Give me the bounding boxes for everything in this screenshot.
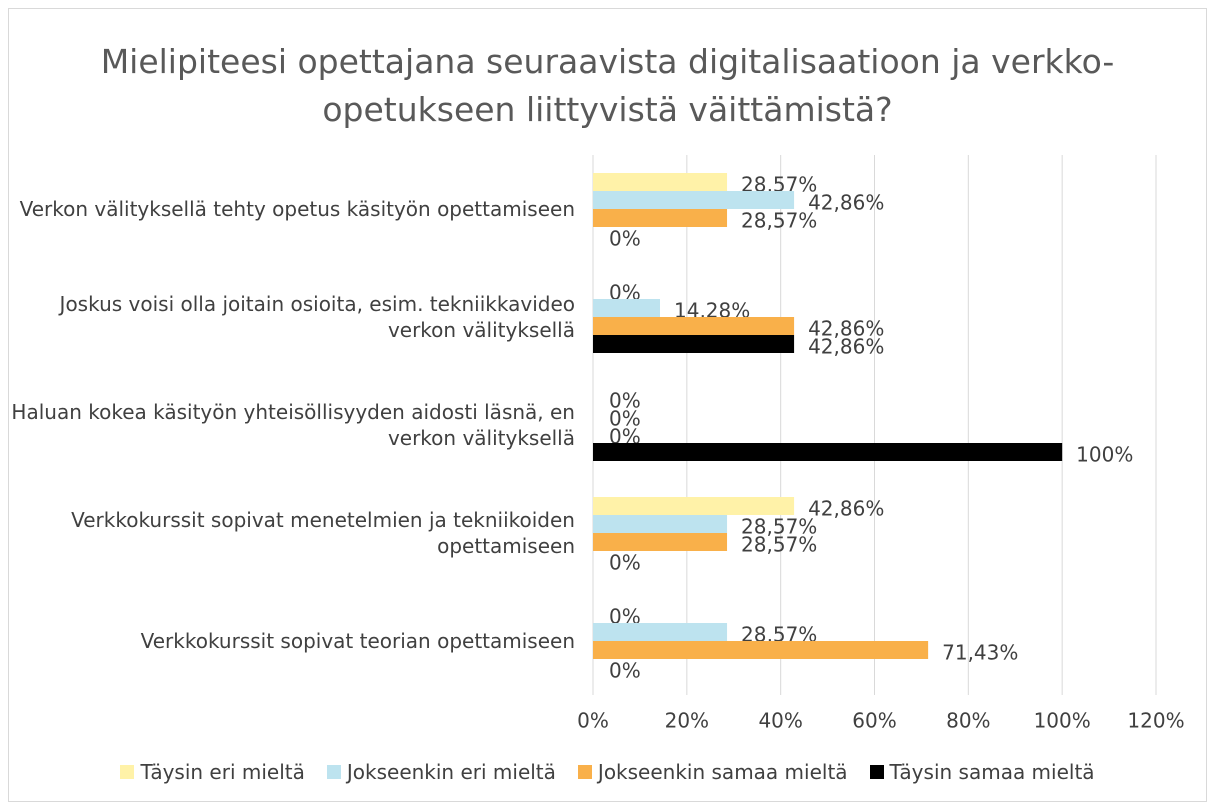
x-tick-label: 0% <box>577 709 609 733</box>
bar <box>593 533 728 551</box>
data-label: 42,86% <box>808 317 884 341</box>
bar <box>593 443 1063 461</box>
x-tick-label: 80% <box>946 709 990 733</box>
bar <box>593 173 728 191</box>
bar <box>593 335 795 353</box>
x-tick-label: 120% <box>1127 709 1184 733</box>
bar <box>593 191 795 209</box>
legend-swatch <box>120 765 135 779</box>
legend-label: Täysin samaa mieltä <box>889 760 1095 784</box>
legend-item: Jokseenkin eri mieltä <box>326 760 556 784</box>
bar <box>593 623 728 641</box>
category-label: Joskus voisi olla joitain osioita, esim.… <box>59 292 575 342</box>
data-label: 42,86% <box>808 191 884 215</box>
data-label: 0% <box>609 551 641 575</box>
data-label: 28,57% <box>741 209 817 233</box>
legend-swatch <box>326 765 341 779</box>
legend-swatch <box>869 765 884 779</box>
data-label: 28,57% <box>741 515 817 539</box>
x-tick-label: 60% <box>852 709 896 733</box>
data-label: 0% <box>609 227 641 251</box>
legend-item: Täysin samaa mieltä <box>869 760 1095 784</box>
data-label: 71,43% <box>942 641 1018 665</box>
data-label: 42,86% <box>808 497 884 521</box>
data-label: 42,86% <box>808 335 884 359</box>
legend-item: Täysin eri mieltä <box>120 760 305 784</box>
data-label: 28,57% <box>741 533 817 557</box>
category-label: Verkkokurssit sopivat menetelmien ja tek… <box>71 508 575 558</box>
bar <box>593 497 795 515</box>
x-tick-label: 100% <box>1034 709 1091 733</box>
bar <box>593 317 795 335</box>
legend-label: Täysin eri mieltä <box>140 760 305 784</box>
data-label: 0% <box>609 389 641 413</box>
data-label: 0% <box>609 407 641 431</box>
bar <box>593 299 660 317</box>
category-label: Verkon välityksellä tehty opetus käsityö… <box>19 197 575 221</box>
chart-title: Mielipiteesi opettajana seuraavista digi… <box>100 42 1115 129</box>
x-tick-label: 20% <box>665 709 709 733</box>
legend-label: Jokseenkin samaa mieltä <box>597 760 848 784</box>
bar <box>593 209 728 227</box>
legend-label: Jokseenkin eri mieltä <box>346 760 556 784</box>
legend-item: Jokseenkin samaa mieltä <box>577 760 848 784</box>
x-tick-label: 40% <box>758 709 802 733</box>
bar <box>593 641 929 659</box>
legend-swatch <box>577 765 592 779</box>
data-label: 0% <box>609 659 641 683</box>
category-label: Haluan kokea käsityön yhteisöllisyyden a… <box>11 400 575 450</box>
data-label: 100% <box>1076 443 1133 467</box>
legend: Täysin eri mieltä Jokseenkin eri mieltä Jo… <box>0 760 1215 784</box>
bar <box>593 515 728 533</box>
category-label: Verkkokurssit sopivat teorian opettamise… <box>140 629 575 653</box>
